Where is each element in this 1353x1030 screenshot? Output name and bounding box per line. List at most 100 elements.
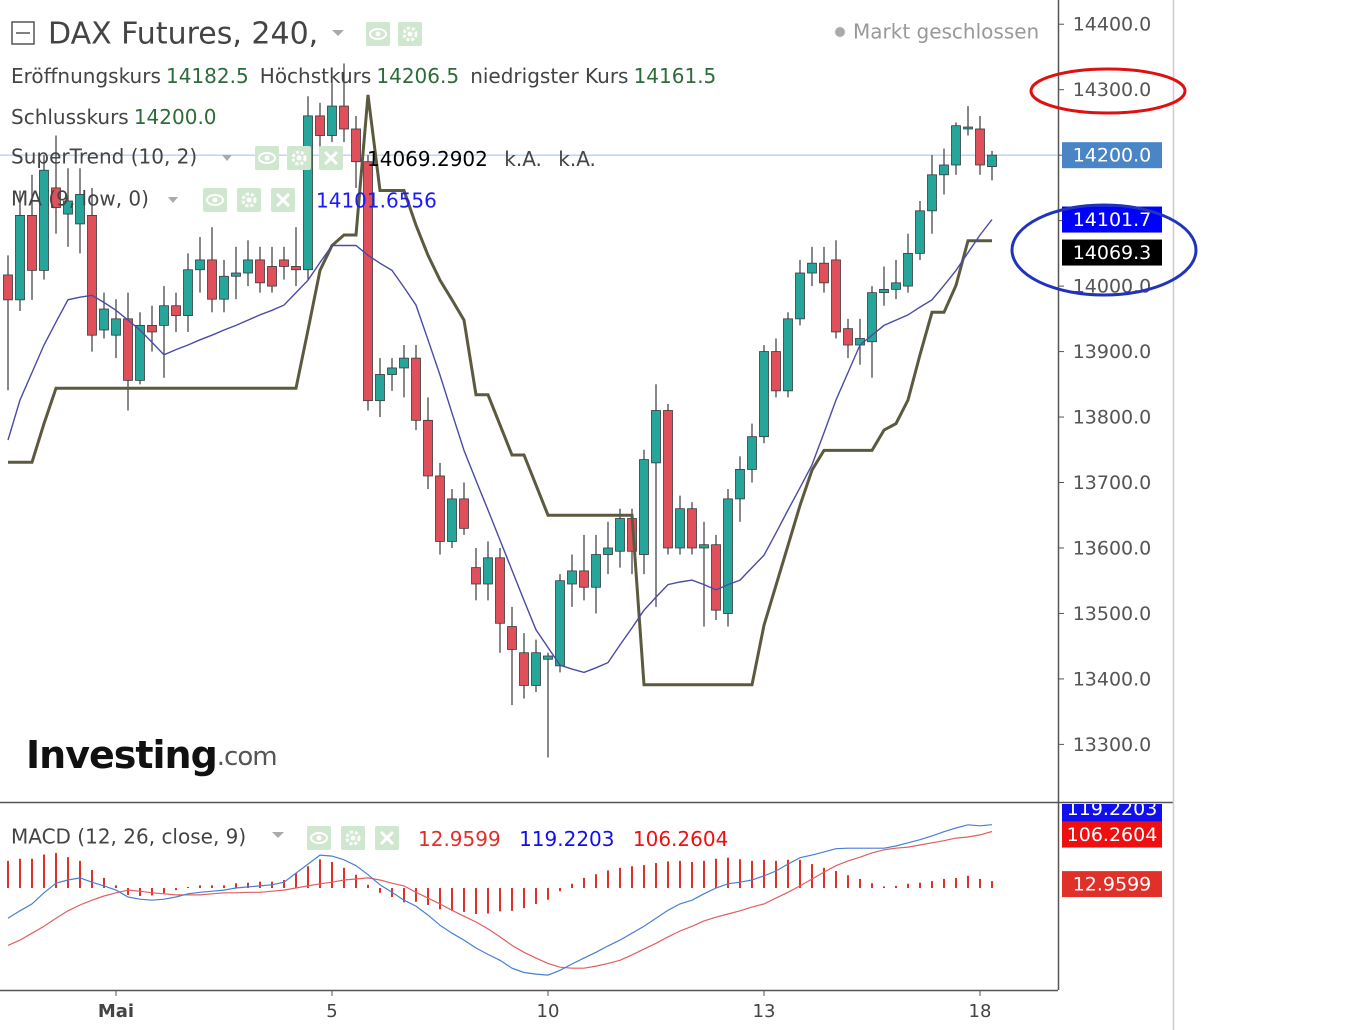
candle-body bbox=[87, 214, 97, 336]
candle-body bbox=[891, 282, 901, 290]
candle-body bbox=[303, 115, 313, 271]
supertrend-extra: k.A. bbox=[558, 147, 596, 171]
candle-body bbox=[675, 508, 685, 549]
gear-icon[interactable] bbox=[339, 824, 367, 852]
high-label: Höchstkurs bbox=[260, 64, 372, 88]
supertrend-values: 14069.2902 k.A. k.A. bbox=[367, 147, 596, 171]
candle-body bbox=[291, 266, 301, 271]
eye-icon[interactable] bbox=[254, 145, 280, 171]
x-tick-label: 10 bbox=[537, 1001, 560, 1022]
histogram-bar bbox=[43, 854, 45, 888]
candle-body bbox=[207, 259, 217, 300]
candle-body bbox=[267, 266, 277, 287]
dropdown[interactable] bbox=[222, 155, 232, 161]
histogram-bar bbox=[535, 888, 537, 904]
candle-body bbox=[831, 259, 841, 333]
candle-body bbox=[531, 652, 541, 686]
y-tick-label: 13400.0 bbox=[1073, 668, 1152, 690]
y-tick-label: 14400.0 bbox=[1073, 14, 1152, 36]
candle-body bbox=[543, 655, 553, 660]
histogram-bar bbox=[487, 888, 489, 914]
signal-label: 106.2604 bbox=[1067, 824, 1158, 846]
low-value: 14161.5 bbox=[634, 64, 717, 88]
candle-body bbox=[783, 318, 793, 392]
remove-icon[interactable] bbox=[373, 824, 401, 852]
candle-body bbox=[963, 126, 973, 130]
overlay-line bbox=[7, 219, 993, 674]
y-tick-label: 13500.0 bbox=[1073, 603, 1152, 625]
histogram-bar bbox=[811, 864, 813, 888]
y-tick-label: 13600.0 bbox=[1073, 537, 1152, 559]
candle-body bbox=[375, 374, 385, 402]
brand: Investing.com bbox=[26, 733, 277, 777]
remove-icon[interactable] bbox=[269, 186, 297, 214]
histogram-bar bbox=[499, 888, 501, 912]
candle-body bbox=[591, 554, 601, 588]
macd-name: MACD (12, 26, close, 9) bbox=[11, 825, 246, 849]
histogram-bar bbox=[163, 888, 165, 894]
histogram-bar bbox=[823, 867, 825, 888]
histogram-bar bbox=[799, 859, 801, 888]
dropdown[interactable] bbox=[168, 197, 178, 203]
gear-icon[interactable] bbox=[285, 144, 313, 172]
candle-body bbox=[603, 547, 613, 555]
gear-icon[interactable] bbox=[396, 20, 424, 48]
candle-body bbox=[579, 570, 589, 588]
collapse-button[interactable] bbox=[11, 21, 35, 45]
candle-body bbox=[795, 272, 805, 320]
eye-icon[interactable] bbox=[202, 187, 228, 213]
histogram-bar bbox=[523, 888, 525, 909]
high-value: 14206.5 bbox=[376, 64, 459, 88]
eye-icon[interactable] bbox=[365, 21, 391, 47]
watermark: Investing.com bbox=[26, 733, 278, 777]
histogram-bar bbox=[403, 888, 405, 903]
highlight-ellipse bbox=[1029, 67, 1187, 115]
last-price-label: 14200.0 bbox=[1073, 145, 1152, 167]
dropdown[interactable] bbox=[332, 30, 344, 36]
axes: 13300.0 13400.0 13500.0 13600.0 13700.0 13800… bbox=[98, 14, 1162, 1022]
candle-body bbox=[423, 419, 433, 477]
candle-body bbox=[279, 259, 289, 267]
remove-icon[interactable] bbox=[317, 144, 345, 172]
candle-body bbox=[843, 328, 853, 346]
histogram-bar bbox=[235, 883, 237, 888]
histogram-bar bbox=[703, 860, 705, 888]
candle-body bbox=[63, 200, 73, 215]
histogram-bar bbox=[331, 861, 333, 888]
histogram-bar bbox=[451, 888, 453, 911]
histogram-bar bbox=[715, 858, 717, 888]
candle-body bbox=[3, 274, 13, 301]
histogram-bar bbox=[367, 884, 369, 888]
candle-body bbox=[231, 272, 241, 277]
histogram-value: 12.9599 bbox=[418, 827, 501, 851]
eye-icon[interactable] bbox=[306, 825, 332, 851]
histogram-bar bbox=[415, 888, 417, 902]
highlight-ellipse bbox=[1010, 203, 1198, 297]
candle-body bbox=[615, 518, 625, 552]
brand-text: Investing bbox=[26, 733, 217, 777]
histogram-bar bbox=[595, 874, 597, 888]
candle-body bbox=[639, 459, 649, 555]
legend: DAX Futures, 240, Markt geschlossen Eröf… bbox=[11, 17, 1039, 852]
x-tick-label: 18 bbox=[969, 1001, 992, 1022]
histogram-bar bbox=[187, 886, 189, 888]
x-tick-label: Mai bbox=[98, 1001, 134, 1022]
macd-label: 119.2203 bbox=[1067, 798, 1158, 820]
histogram-bar bbox=[259, 881, 261, 888]
candle-body bbox=[27, 214, 37, 271]
histogram-bar bbox=[7, 860, 9, 888]
chart-title: DAX Futures, 240, bbox=[48, 17, 318, 52]
histogram-bar bbox=[883, 886, 885, 888]
y-tick-label: 13700.0 bbox=[1073, 472, 1152, 494]
close-label: Schlusskurs bbox=[11, 105, 129, 129]
supertrend-name: SuperTrend (10, 2) bbox=[11, 145, 197, 169]
dropdown[interactable] bbox=[272, 832, 284, 838]
histogram-bar bbox=[571, 883, 573, 888]
histogram-bar bbox=[583, 877, 585, 888]
gear-icon[interactable] bbox=[235, 186, 263, 214]
candle-body bbox=[747, 436, 757, 470]
histogram-bar bbox=[679, 860, 681, 888]
histogram-bar bbox=[427, 888, 429, 905]
supertrend-label: 14069.3 bbox=[1073, 242, 1152, 264]
